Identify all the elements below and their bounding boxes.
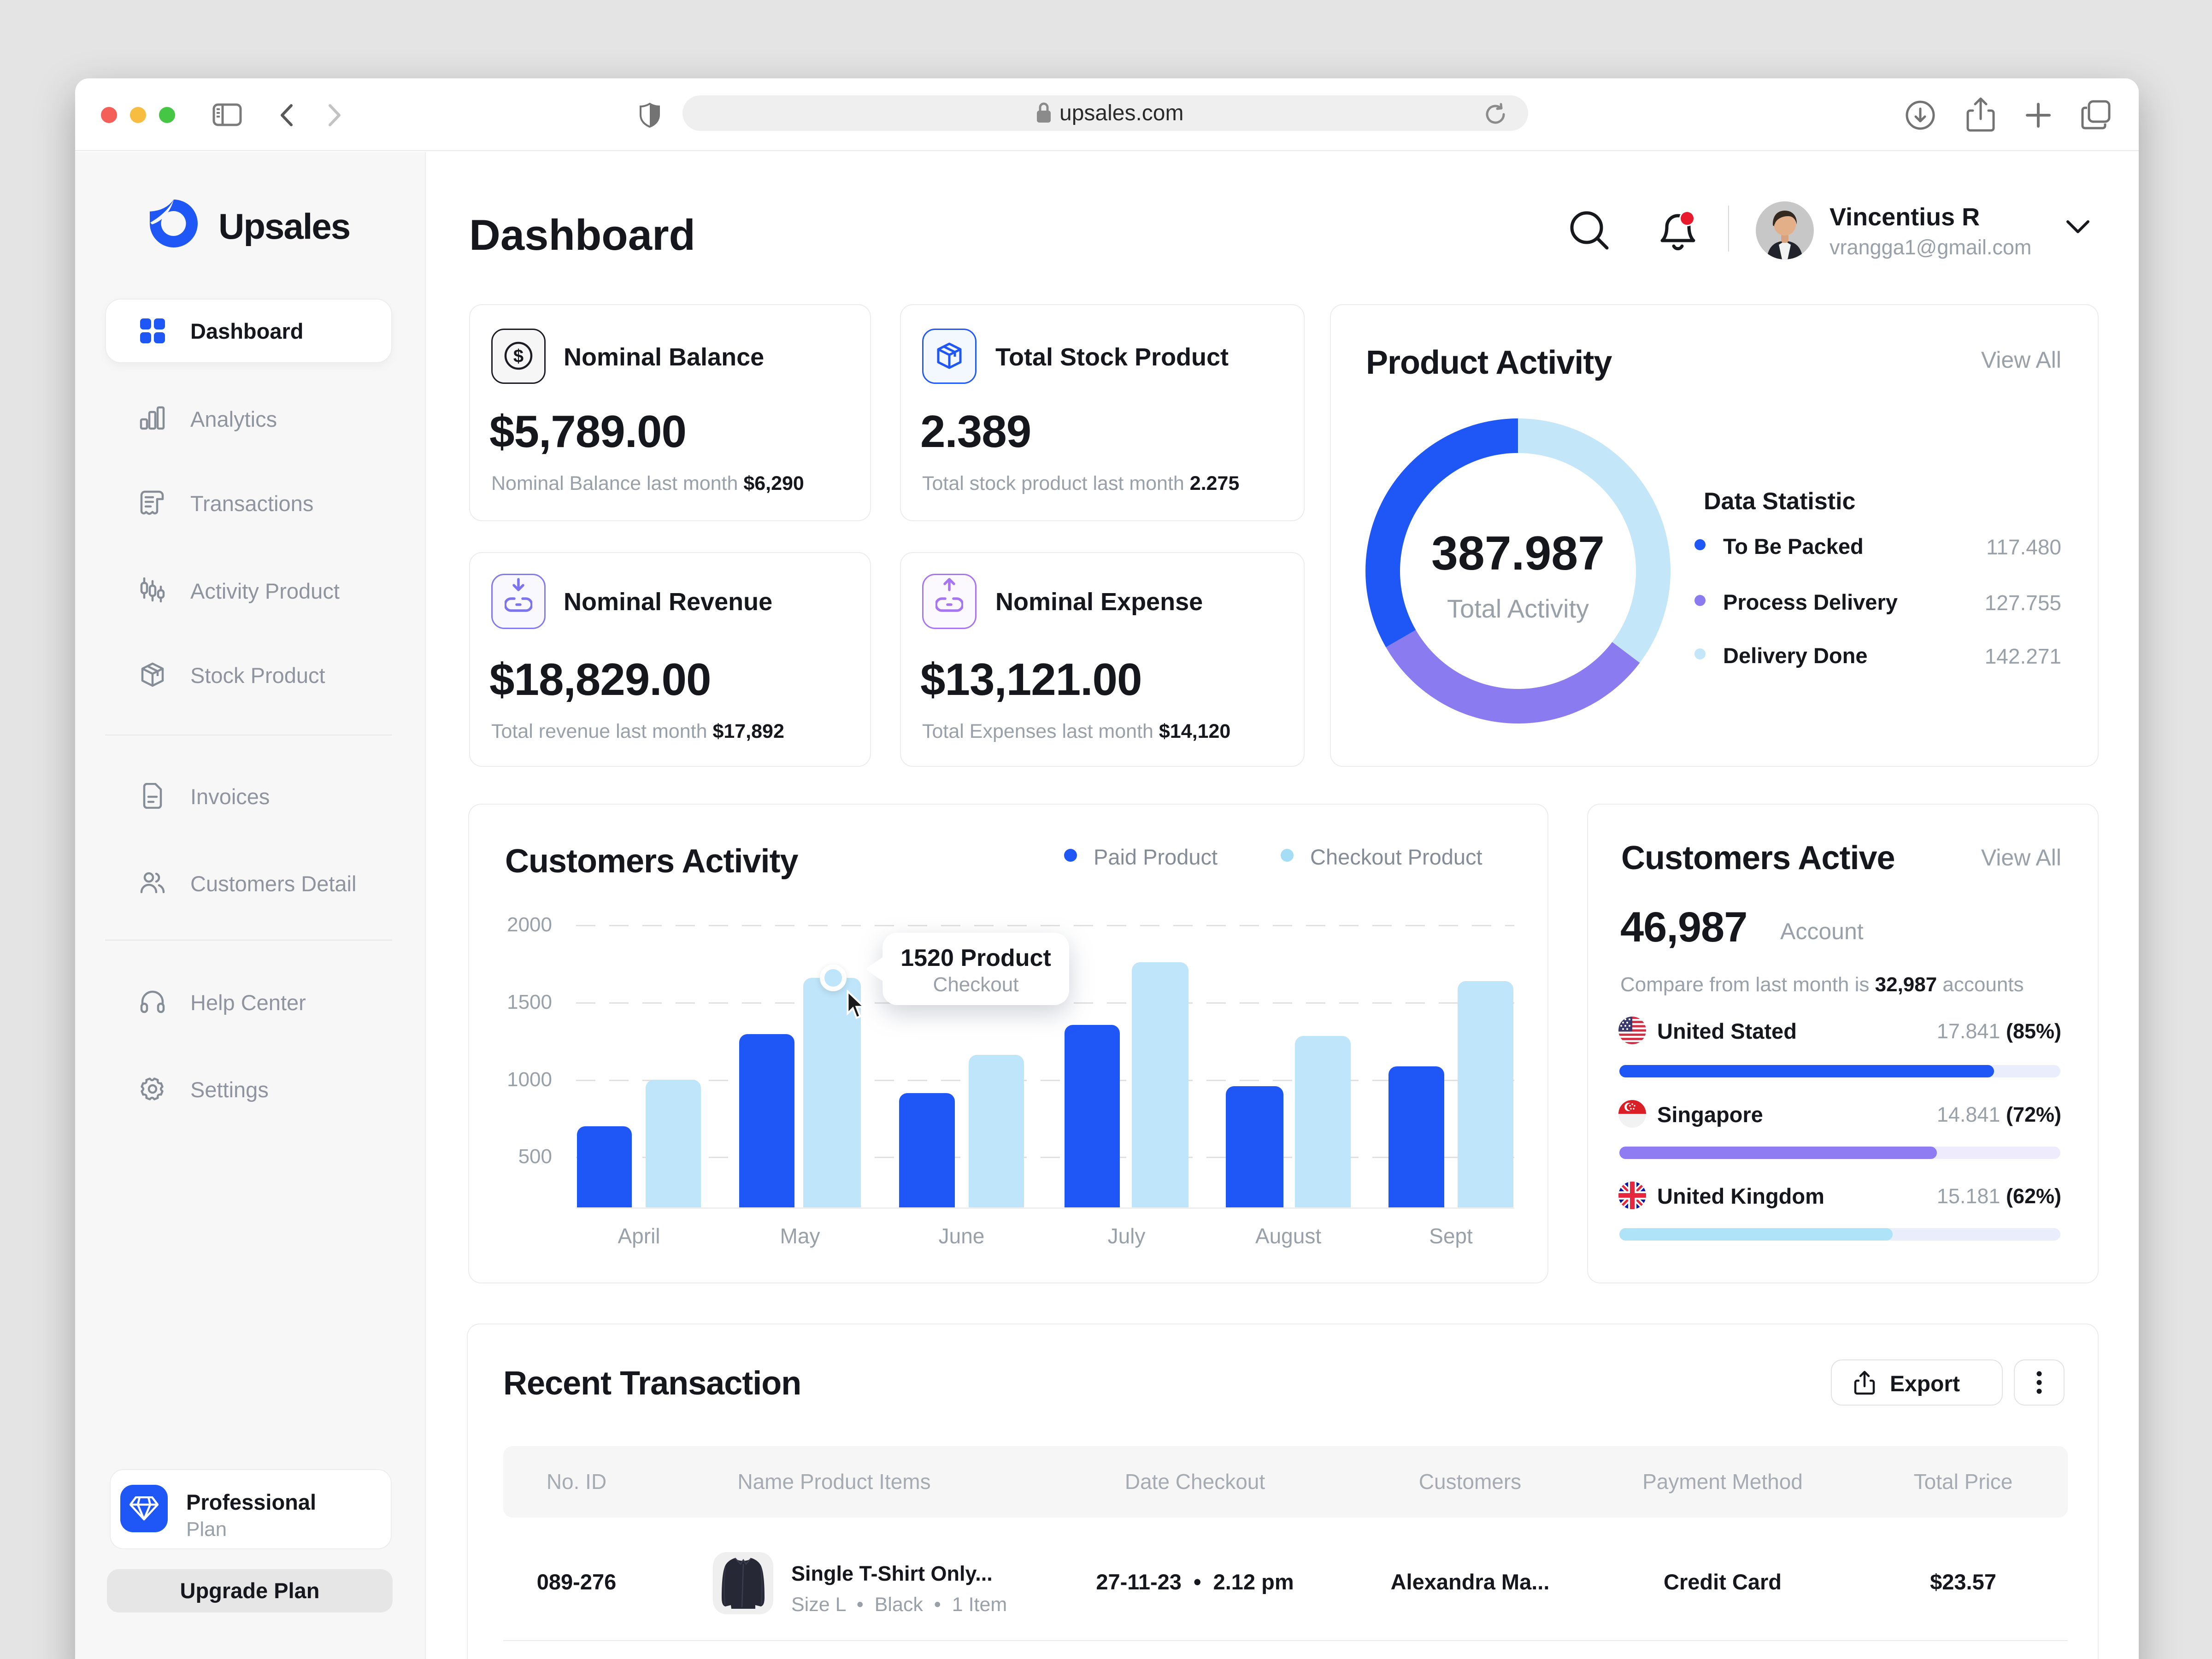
svg-text:$: $ bbox=[513, 346, 524, 366]
